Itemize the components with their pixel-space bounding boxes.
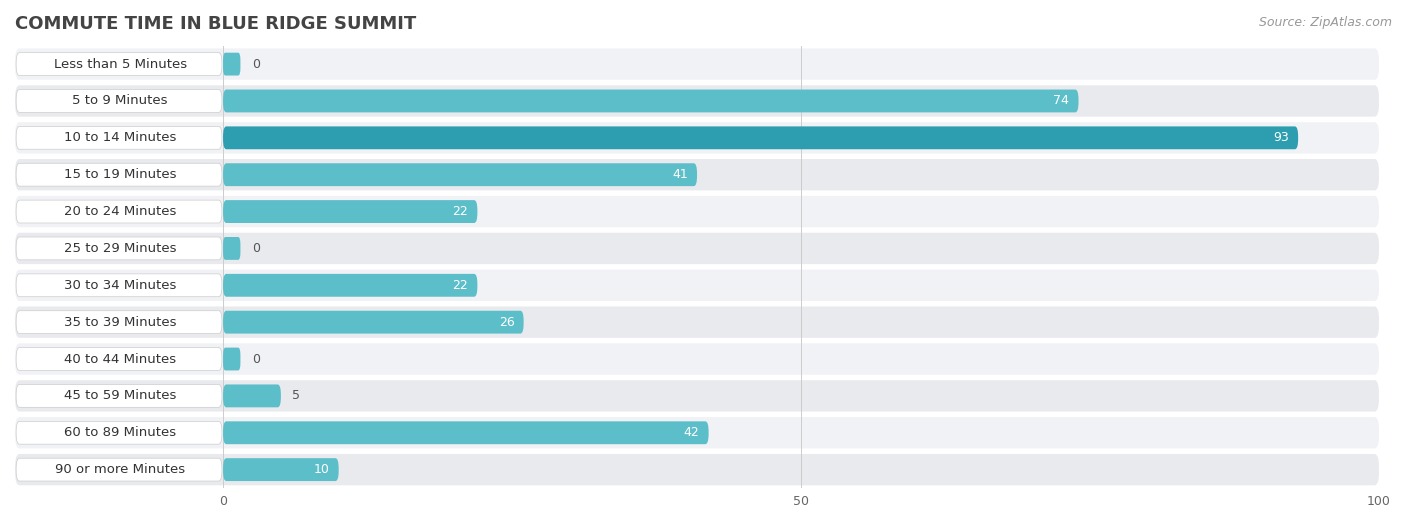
FancyBboxPatch shape bbox=[15, 422, 222, 444]
FancyBboxPatch shape bbox=[15, 417, 1379, 448]
FancyBboxPatch shape bbox=[15, 163, 222, 186]
FancyBboxPatch shape bbox=[224, 384, 281, 407]
FancyBboxPatch shape bbox=[224, 311, 523, 334]
FancyBboxPatch shape bbox=[224, 422, 709, 444]
FancyBboxPatch shape bbox=[15, 458, 222, 481]
Text: 41: 41 bbox=[672, 168, 688, 181]
FancyBboxPatch shape bbox=[15, 122, 1379, 153]
FancyBboxPatch shape bbox=[15, 270, 1379, 301]
Text: 90 or more Minutes: 90 or more Minutes bbox=[55, 463, 186, 476]
Text: 22: 22 bbox=[453, 279, 468, 292]
FancyBboxPatch shape bbox=[224, 200, 478, 223]
FancyBboxPatch shape bbox=[224, 89, 1078, 112]
Text: 5: 5 bbox=[292, 390, 301, 402]
FancyBboxPatch shape bbox=[224, 53, 240, 75]
Text: COMMUTE TIME IN BLUE RIDGE SUMMIT: COMMUTE TIME IN BLUE RIDGE SUMMIT bbox=[15, 15, 416, 33]
FancyBboxPatch shape bbox=[15, 274, 222, 297]
Text: 25 to 29 Minutes: 25 to 29 Minutes bbox=[63, 242, 176, 255]
FancyBboxPatch shape bbox=[15, 380, 1379, 412]
Text: 93: 93 bbox=[1274, 131, 1289, 144]
FancyBboxPatch shape bbox=[224, 274, 478, 297]
FancyBboxPatch shape bbox=[224, 348, 240, 370]
FancyBboxPatch shape bbox=[15, 89, 222, 112]
Text: 26: 26 bbox=[499, 316, 515, 328]
FancyBboxPatch shape bbox=[224, 458, 339, 481]
FancyBboxPatch shape bbox=[224, 237, 240, 260]
Text: 15 to 19 Minutes: 15 to 19 Minutes bbox=[63, 168, 176, 181]
FancyBboxPatch shape bbox=[15, 159, 1379, 190]
FancyBboxPatch shape bbox=[15, 85, 1379, 117]
FancyBboxPatch shape bbox=[15, 348, 222, 370]
Text: 10 to 14 Minutes: 10 to 14 Minutes bbox=[65, 131, 176, 144]
Text: Source: ZipAtlas.com: Source: ZipAtlas.com bbox=[1258, 16, 1392, 29]
FancyBboxPatch shape bbox=[15, 311, 222, 334]
Text: 0: 0 bbox=[252, 353, 260, 366]
Text: 60 to 89 Minutes: 60 to 89 Minutes bbox=[65, 426, 176, 439]
Text: 30 to 34 Minutes: 30 to 34 Minutes bbox=[65, 279, 176, 292]
FancyBboxPatch shape bbox=[15, 53, 222, 75]
Text: 10: 10 bbox=[314, 463, 329, 476]
FancyBboxPatch shape bbox=[15, 454, 1379, 485]
FancyBboxPatch shape bbox=[224, 163, 697, 186]
FancyBboxPatch shape bbox=[15, 196, 1379, 227]
Text: 22: 22 bbox=[453, 205, 468, 218]
Text: 40 to 44 Minutes: 40 to 44 Minutes bbox=[65, 353, 176, 366]
Text: 5 to 9 Minutes: 5 to 9 Minutes bbox=[73, 95, 167, 107]
Text: 0: 0 bbox=[252, 242, 260, 255]
Text: 74: 74 bbox=[1053, 95, 1069, 107]
FancyBboxPatch shape bbox=[15, 384, 222, 407]
FancyBboxPatch shape bbox=[15, 233, 1379, 264]
FancyBboxPatch shape bbox=[15, 306, 1379, 338]
FancyBboxPatch shape bbox=[15, 200, 222, 223]
FancyBboxPatch shape bbox=[224, 127, 1298, 149]
Text: 20 to 24 Minutes: 20 to 24 Minutes bbox=[65, 205, 176, 218]
FancyBboxPatch shape bbox=[15, 49, 1379, 80]
FancyBboxPatch shape bbox=[15, 237, 222, 260]
Text: 45 to 59 Minutes: 45 to 59 Minutes bbox=[65, 390, 176, 402]
Text: 42: 42 bbox=[683, 426, 699, 439]
Text: 35 to 39 Minutes: 35 to 39 Minutes bbox=[63, 316, 176, 328]
Text: 0: 0 bbox=[252, 58, 260, 71]
Text: Less than 5 Minutes: Less than 5 Minutes bbox=[53, 58, 187, 71]
FancyBboxPatch shape bbox=[15, 344, 1379, 374]
FancyBboxPatch shape bbox=[15, 127, 222, 149]
